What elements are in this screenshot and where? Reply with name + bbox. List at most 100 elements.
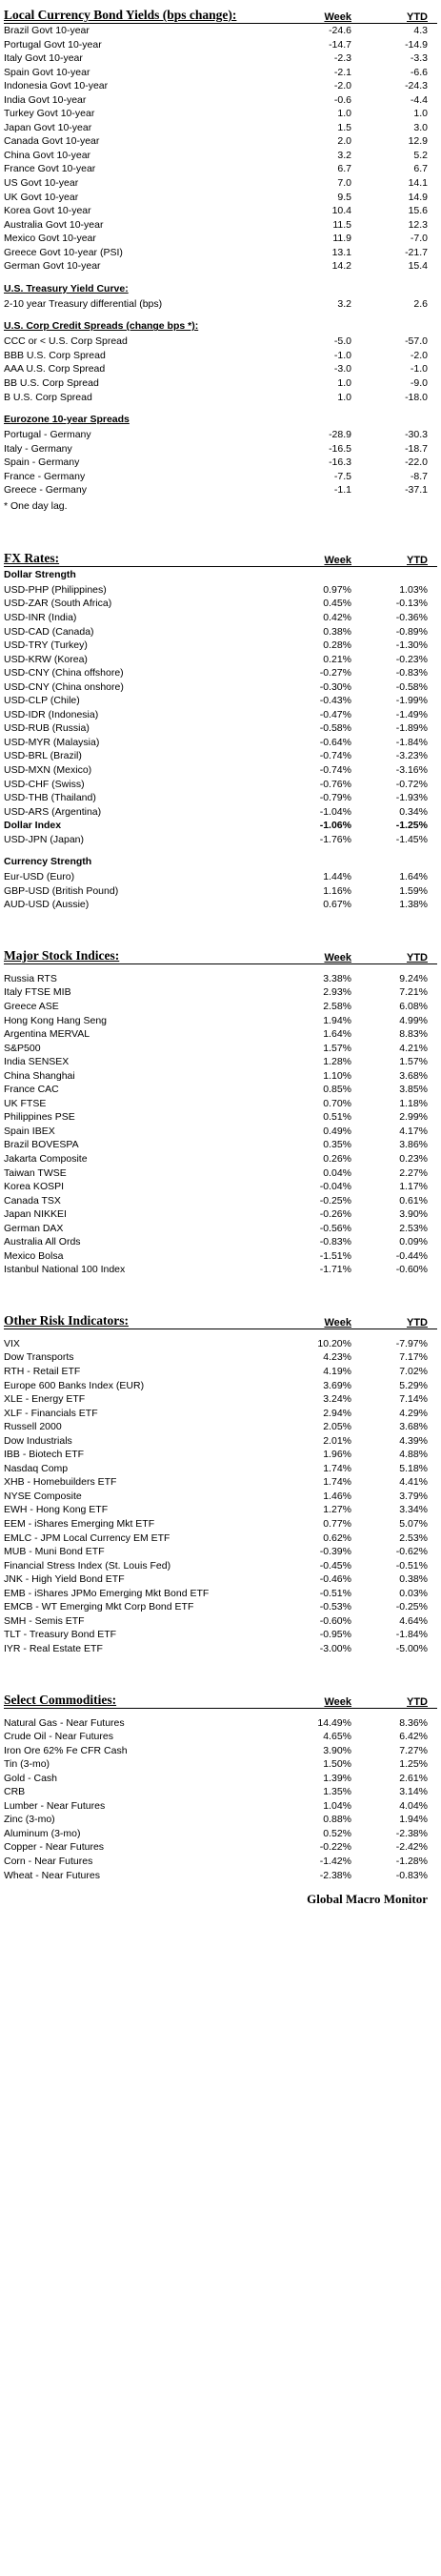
row-label: Mexico Bolsa xyxy=(4,1249,64,1262)
commodities-ytd-col: YTD xyxy=(407,1695,428,1708)
table-row: USD-MXN (Mexico) -0.74% -3.16% xyxy=(4,763,437,778)
week-value: 4.19% xyxy=(323,1366,351,1378)
ytd-value: -1.84% xyxy=(395,736,428,748)
week-value: -0.58% xyxy=(319,722,351,735)
row-label: Australia Govt 10-year xyxy=(4,218,104,231)
ytd-value: -1.25% xyxy=(395,820,428,832)
week-value: -0.25% xyxy=(319,1194,351,1207)
row-label: Spain - Germany xyxy=(4,456,80,469)
week-value: -1.0 xyxy=(333,349,351,361)
row-label: China Govt 10-year xyxy=(4,149,91,161)
ytd-value: -0.13% xyxy=(395,598,428,610)
currency-strength-title: Currency Strength xyxy=(4,856,92,868)
ytd-value: -1.99% xyxy=(395,695,428,707)
table-row: 2-10 year Treasury differential (bps) 3.2… xyxy=(4,297,437,312)
table-row: VIX 10.20% -7.97% xyxy=(4,1337,437,1351)
row-label: USD-CNY (China onshore) xyxy=(4,680,124,693)
row-label: MUB - Muni Bond ETF xyxy=(4,1546,105,1558)
week-value: 9.5 xyxy=(337,191,351,203)
week-value: -0.43% xyxy=(319,695,351,707)
ytd-value: 0.23% xyxy=(399,1153,428,1165)
table-row: Spain - Germany -16.3 -22.0 xyxy=(4,456,437,470)
fx-rates-week-col: Week xyxy=(324,554,351,566)
row-label: China Shanghai xyxy=(4,1069,75,1082)
row-label: B U.S. Corp Spread xyxy=(4,391,92,403)
table-row: Russia RTS 3.38% 9.24% xyxy=(4,972,437,986)
row-label: German Govt 10-year xyxy=(4,260,101,273)
row-label: Tin (3-mo) xyxy=(4,1758,50,1771)
week-value: -1.1 xyxy=(333,484,351,497)
row-label: US Govt 10-year xyxy=(4,177,79,190)
ytd-value: -5.00% xyxy=(395,1642,428,1654)
week-value: -7.5 xyxy=(333,470,351,482)
ytd-value: 2.27% xyxy=(399,1166,428,1179)
ytd-value: -0.51% xyxy=(395,1559,428,1572)
ytd-value: 3.86% xyxy=(399,1139,428,1151)
ytd-value: 2.61% xyxy=(399,1772,428,1784)
ytd-value: -30.3 xyxy=(405,429,428,441)
ytd-value: -57.0 xyxy=(405,335,428,348)
week-value: 13.1 xyxy=(331,246,351,258)
week-value: -0.27% xyxy=(319,667,351,679)
report-root: Local Currency Bond Yields (bps change):… xyxy=(4,8,437,1906)
ytd-value: -0.60% xyxy=(395,1264,428,1276)
table-row: Korea Govt 10-year 10.4 15.6 xyxy=(4,204,437,218)
week-value: 1.35% xyxy=(323,1786,351,1798)
ytd-value: 8.36% xyxy=(399,1716,428,1729)
week-value: 1.0 xyxy=(337,377,351,390)
table-row: XHB - Homebuilders ETF 1.74% 4.41% xyxy=(4,1475,437,1490)
week-value: -0.56% xyxy=(319,1222,351,1234)
table-row: JNK - High Yield Bond ETF -0.46% 0.38% xyxy=(4,1572,437,1587)
row-label: Dow Transports xyxy=(4,1351,74,1364)
table-row: Greece - Germany -1.1 -37.1 xyxy=(4,483,437,497)
row-label: Mexico Govt 10-year xyxy=(4,233,96,245)
table-row: USD-RUB (Russia) -0.58% -1.89% xyxy=(4,721,437,736)
table-row: Aluminum (3-mo) 0.52% -2.38% xyxy=(4,1827,437,1841)
table-row: Dow Industrials 2.01% 4.39% xyxy=(4,1434,437,1449)
week-value: -2.0 xyxy=(333,80,351,92)
table-row: Italy FTSE MIB 2.93% 7.21% xyxy=(4,985,437,1000)
row-label: Russia RTS xyxy=(4,972,57,984)
ytd-value: 4.04% xyxy=(399,1799,428,1812)
week-value: 1.94% xyxy=(323,1014,351,1026)
ytd-value: -22.0 xyxy=(405,456,428,469)
table-row: US Govt 10-year 7.0 14.1 xyxy=(4,176,437,191)
ytd-value: 1.94% xyxy=(399,1814,428,1826)
row-label: RTH - Retail ETF xyxy=(4,1366,81,1378)
ytd-value: 1.57% xyxy=(399,1056,428,1068)
spacer xyxy=(4,1709,437,1716)
row-label: Indonesia Govt 10-year xyxy=(4,80,109,92)
table-row: EMLC - JPM Local Currency EM ETF 0.62% 2.5… xyxy=(4,1531,437,1546)
table-row: USD-KRW (Korea) 0.21% -0.23% xyxy=(4,653,437,667)
ytd-value: -1.89% xyxy=(395,722,428,735)
week-value: 1.74% xyxy=(323,1462,351,1474)
table-row: Europe 600 Banks Index (EUR) 3.69% 5.29% xyxy=(4,1379,437,1393)
commodities-section: Select Commodities: Week YTD Natural Gas - … xyxy=(4,1685,437,1883)
week-value: 1.57% xyxy=(323,1042,351,1054)
week-value: 0.97% xyxy=(323,583,351,596)
row-label: XLE - Energy ETF xyxy=(4,1393,86,1406)
commodities-title: Select Commodities: xyxy=(4,1692,117,1707)
risk-indicators-header: Other Risk Indicators: Week YTD xyxy=(4,1306,437,1329)
ytd-value: 1.03% xyxy=(399,583,428,596)
row-label: EWH - Hong Kong ETF xyxy=(4,1504,109,1516)
table-row: Corn - Near Futures -1.42% -1.28% xyxy=(4,1855,437,1869)
ytd-value: 5.29% xyxy=(399,1379,428,1391)
ytd-value: 6.7 xyxy=(413,163,428,175)
table-row: Portugal Govt 10-year -14.7 -14.9 xyxy=(4,38,437,52)
row-label: Australia All Ords xyxy=(4,1236,81,1248)
table-row: USD-ARS (Argentina) -1.04% 0.34% xyxy=(4,805,437,820)
ytd-value: -7.0 xyxy=(410,233,428,245)
row-label: Canada Govt 10-year xyxy=(4,135,100,148)
week-value: 7.0 xyxy=(337,177,351,190)
week-value: -0.04% xyxy=(319,1181,351,1193)
row-label: Istanbul National 100 Index xyxy=(4,1264,126,1276)
week-value: -0.39% xyxy=(319,1546,351,1558)
ytd-value: 12.3 xyxy=(408,218,428,231)
row-label: IBB - Biotech ETF xyxy=(4,1449,85,1461)
row-label: SMH - Semis ETF xyxy=(4,1614,85,1627)
table-row: Eur-USD (Euro) 1.44% 1.64% xyxy=(4,870,437,884)
table-row: Argentina MERVAL 1.64% 8.83% xyxy=(4,1027,437,1042)
eurozone-spreads-title: Eurozone 10-year Spreads xyxy=(4,414,130,426)
week-value: 1.27% xyxy=(323,1504,351,1516)
